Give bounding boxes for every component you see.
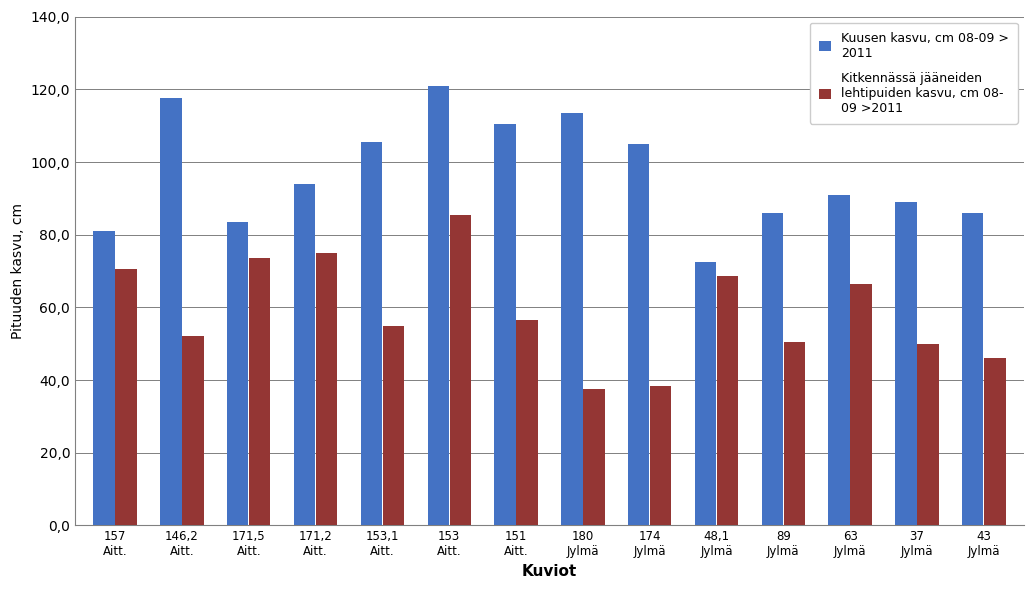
Bar (516, 320, 538, 526)
X-axis label: Kuviot: Kuviot (522, 564, 578, 579)
Bar (249, 258, 270, 526)
Bar (984, 358, 1006, 526)
Bar (717, 277, 738, 526)
Bar (495, 124, 515, 526)
Bar (917, 344, 939, 526)
Bar (783, 342, 805, 526)
Bar (963, 213, 983, 526)
Bar (227, 222, 248, 526)
Bar (583, 389, 604, 526)
Bar (762, 213, 783, 526)
Bar (694, 262, 716, 526)
Bar (360, 142, 382, 526)
Legend: Kuusen kasvu, cm 08-09 >
2011, Kitkennässä jääneiden
lehtipuiden kasvu, cm 08-
0: Kuusen kasvu, cm 08-09 > 2011, Kitkennäs… (809, 23, 1017, 124)
Bar (449, 215, 471, 526)
Bar (427, 86, 449, 526)
Bar (851, 284, 871, 526)
Bar (895, 202, 917, 526)
Bar (294, 184, 316, 526)
Bar (383, 326, 404, 526)
Bar (828, 195, 850, 526)
Y-axis label: Pituuden kasvu, cm: Pituuden kasvu, cm (11, 203, 25, 339)
Bar (182, 336, 204, 526)
Bar (561, 113, 583, 526)
Bar (628, 144, 649, 526)
Bar (650, 385, 672, 526)
Bar (160, 99, 181, 526)
Bar (316, 253, 337, 526)
Bar (93, 231, 115, 526)
Bar (116, 269, 137, 526)
